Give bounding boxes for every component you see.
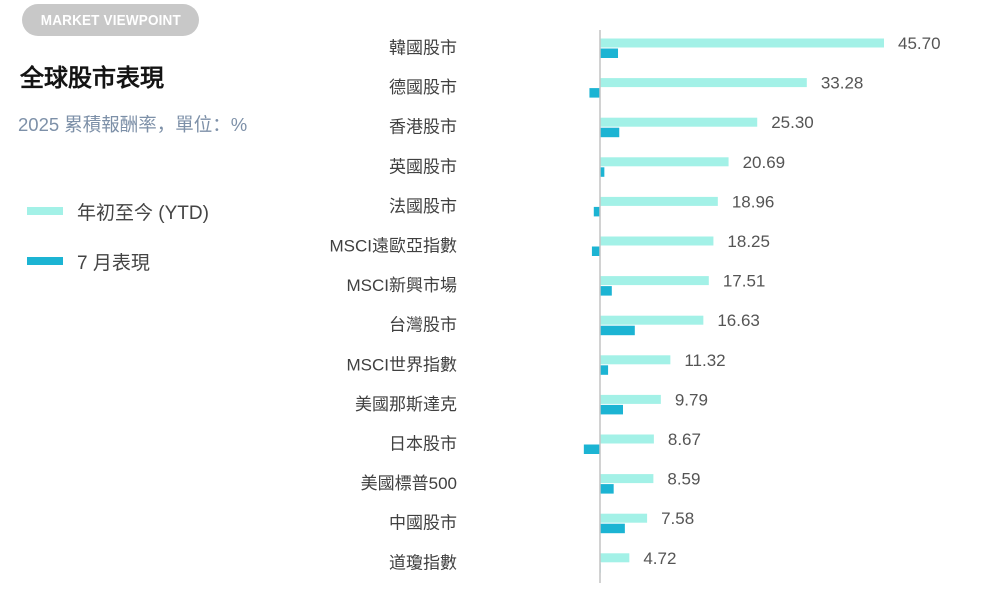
chart-title: 全球股市表現 (20, 65, 164, 92)
july-bar-8 (600, 365, 609, 375)
legend-label-july: 7 月表現 (77, 252, 150, 274)
ytd-value-label-0: 45.70 (898, 34, 941, 53)
july-bar-0 (600, 48, 619, 58)
ytd-bar-10 (600, 434, 654, 444)
category-label-0: 韓國股市 (389, 39, 457, 58)
july-bar-2 (600, 127, 620, 138)
ytd-bar-2 (600, 117, 758, 127)
ytd-value-label-9: 9.79 (675, 390, 708, 409)
category-label-2: 香港股市 (389, 118, 457, 137)
legend-swatch-ytd (27, 207, 63, 215)
ytd-value-label-13: 4.72 (643, 549, 676, 568)
july-bar-1 (589, 88, 600, 98)
july-bar-11 (600, 484, 614, 494)
ytd-value-label-6: 17.51 (723, 272, 766, 291)
chart-subtitle: 2025 累積報酬率，單位：% (18, 114, 248, 135)
july-bar-12 (600, 523, 625, 534)
july-bar-9 (600, 404, 623, 415)
legend-label-ytd: 年初至今 (YTD) (77, 202, 209, 224)
july-bar-3 (600, 167, 605, 177)
ytd-bar-12 (600, 513, 648, 523)
category-label-4: 法國股市 (389, 197, 457, 216)
category-label-12: 中國股市 (389, 514, 457, 533)
category-label-7: 台灣股市 (389, 316, 457, 335)
category-label-8: MSCI世界指數 (347, 355, 458, 374)
ytd-value-label-5: 18.25 (727, 232, 770, 251)
ytd-bar-4 (600, 196, 718, 206)
ytd-bar-13 (600, 553, 630, 563)
ytd-bar-3 (600, 157, 729, 167)
ytd-value-label-10: 8.67 (668, 430, 701, 449)
ytd-value-label-7: 16.63 (717, 311, 760, 330)
july-bar-4 (593, 206, 600, 217)
legend-item-ytd: 年初至今 (YTD) (27, 198, 209, 224)
ytd-value-label-2: 25.30 (771, 113, 814, 132)
ytd-bar-0 (600, 38, 884, 48)
legend-swatch-july (27, 257, 63, 265)
category-label-10: 日本股市 (389, 435, 457, 454)
ytd-value-label-11: 8.59 (667, 470, 700, 489)
category-label-11: 美國標普500 (361, 474, 457, 493)
badge-label: MARKET VIEWPOINT (40, 11, 181, 29)
ytd-bar-8 (600, 355, 671, 365)
july-bar-7 (600, 325, 635, 336)
ytd-bar-6 (600, 276, 709, 286)
ytd-bar-5 (600, 236, 714, 246)
ytd-bar-1 (600, 78, 807, 88)
july-bar-5 (591, 246, 600, 256)
july-bar-6 (600, 286, 612, 296)
legend-item-july: 7 月表現 (27, 248, 150, 274)
ytd-value-label-4: 18.96 (732, 192, 775, 211)
ytd-value-label-12: 7.58 (661, 509, 694, 528)
category-label-5: MSCI遠歐亞指數 (330, 237, 458, 256)
ytd-bar-7 (600, 315, 704, 325)
category-label-6: MSCI新興市場 (347, 276, 458, 295)
category-label-9: 美國那斯達克 (355, 395, 457, 414)
ytd-bar-9 (600, 394, 661, 404)
category-label-13: 道瓊指數 (389, 553, 457, 572)
category-label-3: 英國股市 (389, 157, 457, 176)
ytd-value-label-3: 20.69 (743, 153, 786, 172)
market-viewpoint-badge: MARKET VIEWPOINT (22, 4, 199, 36)
category-label-1: 德國股市 (389, 78, 457, 97)
july-bar-10 (583, 444, 600, 454)
ytd-bar-11 (600, 474, 654, 484)
ytd-value-label-8: 11.32 (684, 351, 725, 370)
ytd-value-label-1: 33.28 (821, 74, 864, 93)
